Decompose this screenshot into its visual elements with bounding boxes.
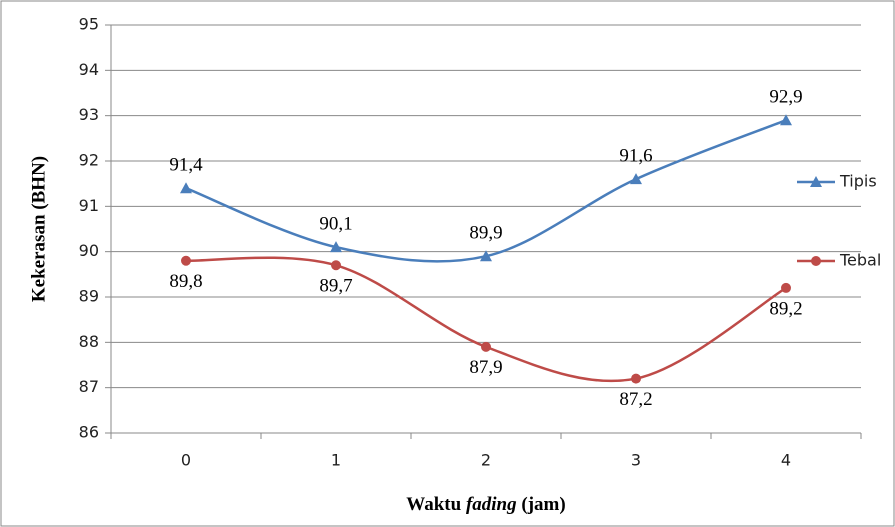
y-axis-title: Kekerasan (BHN) — [28, 156, 49, 302]
page: Kekerasan (BHN) Waktu fading (jam) 86 87 8… — [0, 0, 895, 527]
x-tick-label: 4 — [781, 451, 791, 470]
marker — [811, 256, 821, 266]
value-label: 92,9 — [769, 87, 802, 108]
y-tick-label: 92 — [79, 151, 99, 170]
x-tick-label: 3 — [631, 451, 641, 470]
value-label: 91,6 — [619, 145, 652, 166]
x-axis-title: Waktu fading (jam) — [406, 494, 565, 515]
value-label: 87,9 — [469, 357, 502, 378]
y-tick-label: 93 — [79, 105, 99, 124]
x-title-part: fading — [466, 494, 517, 515]
y-tick-label: 90 — [79, 241, 99, 260]
legend-label: Tebal — [839, 251, 881, 270]
x-title-part: (jam) — [521, 494, 565, 515]
y-tick-label: 94 — [79, 60, 99, 79]
y-tick-label: 86 — [79, 423, 99, 442]
legend-label: Tipis — [839, 172, 877, 191]
y-tick-label: 95 — [79, 15, 99, 34]
marker — [631, 374, 641, 384]
x-tick-label: 0 — [181, 451, 191, 470]
value-label: 89,2 — [769, 298, 802, 319]
marker — [331, 260, 341, 270]
x-tick-label: 1 — [331, 451, 341, 470]
value-label: 91,4 — [169, 155, 203, 176]
y-tick-label: 91 — [79, 196, 99, 215]
marker — [481, 342, 491, 352]
value-label: 90,1 — [319, 213, 352, 234]
y-tick-label: 87 — [79, 377, 99, 396]
value-label: 87,2 — [619, 389, 652, 410]
x-title-part: Waktu — [406, 494, 461, 515]
y-tick-label: 88 — [79, 332, 99, 351]
x-tick-label: 2 — [481, 451, 491, 470]
y-tick-label: 89 — [79, 287, 99, 306]
marker — [781, 283, 791, 293]
marker — [181, 256, 191, 266]
value-label: 89,9 — [469, 223, 502, 244]
value-label: 89,7 — [319, 276, 352, 297]
value-label: 89,8 — [169, 271, 202, 292]
chart-border — [1, 1, 894, 526]
chart: Kekerasan (BHN) Waktu fading (jam) 86 87 8… — [0, 0, 895, 527]
